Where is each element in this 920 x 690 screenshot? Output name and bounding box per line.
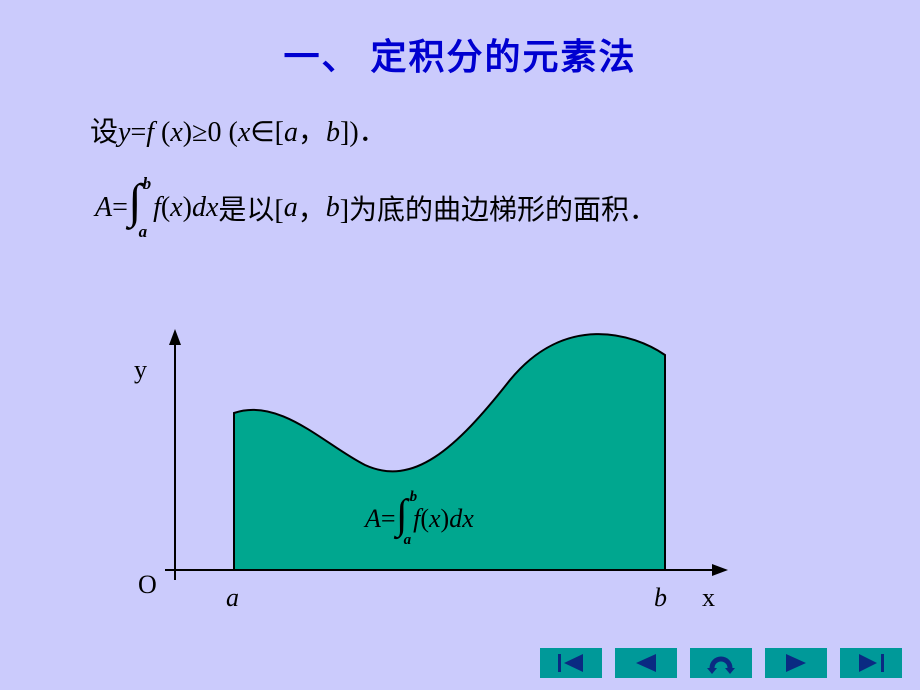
int-glyph: ∫ bbox=[396, 495, 408, 535]
var-f: f bbox=[146, 117, 154, 148]
origin-label: O bbox=[138, 570, 157, 600]
nav-prev-button[interactable] bbox=[615, 648, 677, 678]
var-f: f bbox=[413, 504, 420, 534]
geq: ≥0 ( bbox=[192, 117, 238, 148]
int-lower: a bbox=[404, 532, 412, 549]
in: ∈[ bbox=[250, 117, 284, 148]
var-A: A bbox=[95, 192, 112, 224]
var-a2: a bbox=[284, 192, 298, 224]
var-A: A bbox=[365, 504, 381, 534]
int-glyph: ∫ bbox=[128, 180, 141, 224]
close: ]为底的曲边梯形的面积． bbox=[340, 188, 657, 228]
b-label: b bbox=[654, 583, 667, 613]
var-y: y bbox=[118, 117, 130, 148]
close: ])． bbox=[340, 117, 387, 148]
nav-bar bbox=[540, 648, 902, 678]
var-a: a bbox=[284, 117, 298, 148]
integral-symbol: ∫ b a bbox=[128, 180, 141, 236]
eq: = bbox=[130, 117, 146, 148]
integral-symbol: ∫ b a bbox=[396, 495, 408, 543]
var-d: d bbox=[192, 192, 206, 224]
int-upper: b bbox=[143, 174, 152, 194]
rp: ) bbox=[183, 192, 192, 224]
nav-first-button[interactable] bbox=[540, 648, 602, 678]
var-b: b bbox=[326, 117, 340, 148]
lp: ( bbox=[420, 504, 429, 534]
var-d: d bbox=[449, 504, 462, 534]
chart-formula: A = ∫ b a f (x)dx bbox=[365, 495, 474, 543]
var-x: x bbox=[170, 117, 182, 148]
eq: = bbox=[381, 504, 396, 534]
lp: ( bbox=[161, 192, 170, 224]
int-lower: a bbox=[139, 222, 148, 242]
var-dx-x: x bbox=[462, 504, 474, 534]
x-axis-label: x bbox=[702, 583, 715, 613]
var-x: x bbox=[429, 504, 441, 534]
rp: ) bbox=[441, 504, 450, 534]
lp: ( bbox=[154, 117, 170, 148]
y-axis-label: y bbox=[134, 355, 147, 385]
rest: 是以[ bbox=[218, 188, 283, 228]
var-dx-x: x bbox=[206, 192, 218, 224]
int-upper: b bbox=[410, 489, 418, 506]
chart-region: y O a b x A = ∫ b a f (x)dx bbox=[110, 325, 730, 625]
var-f: f bbox=[153, 192, 161, 224]
eq: = bbox=[112, 192, 128, 224]
nav-return-button[interactable] bbox=[690, 648, 752, 678]
nav-last-button[interactable] bbox=[840, 648, 902, 678]
text-line-1: 设y=f (x)≥0 (x∈[a，b])． bbox=[90, 110, 387, 150]
page-title: 一、 定积分的元素法 bbox=[0, 0, 920, 80]
rp: ) bbox=[183, 117, 192, 148]
nav-next-button[interactable] bbox=[765, 648, 827, 678]
comma: ， bbox=[298, 117, 326, 148]
text: 设 bbox=[90, 117, 118, 148]
comma: ， bbox=[298, 188, 326, 228]
var-x: x bbox=[170, 192, 182, 224]
text-line-2: A = ∫ b a f (x)dx 是以[a，b]为底的曲边梯形的面积． bbox=[95, 180, 657, 236]
var-x2: x bbox=[238, 117, 250, 148]
a-label: a bbox=[226, 583, 239, 613]
var-b2: b bbox=[326, 192, 340, 224]
chart-svg bbox=[110, 325, 730, 625]
